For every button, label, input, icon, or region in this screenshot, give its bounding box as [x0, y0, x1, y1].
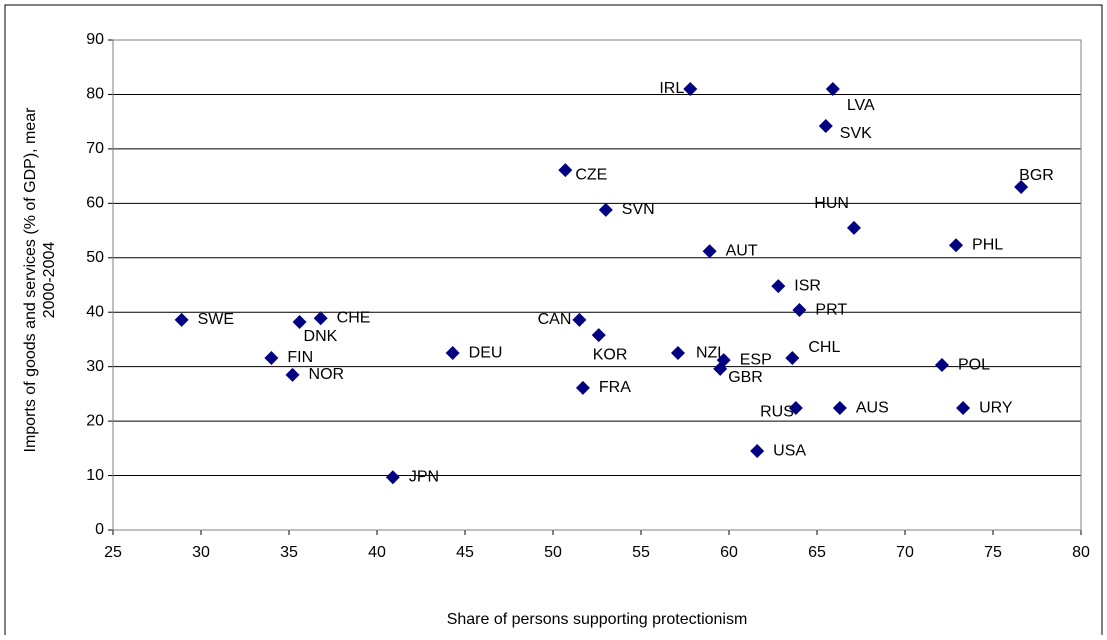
point-label: NZL [696, 344, 726, 361]
point [750, 444, 765, 459]
point-label: SVN [622, 201, 655, 218]
point [785, 350, 800, 365]
x-tick-label: 45 [456, 544, 474, 561]
x-tick-label: 35 [280, 544, 298, 561]
point-label: FIN [287, 349, 313, 366]
point-label: AUS [856, 399, 889, 416]
point [1014, 180, 1029, 194]
x-tick-label: 40 [368, 544, 386, 561]
point [792, 303, 807, 318]
point [702, 244, 717, 259]
x-tick-label: 75 [984, 544, 1002, 561]
point-label: CAN [538, 311, 572, 328]
point-label: LVA [847, 97, 875, 114]
point [771, 279, 786, 294]
point [174, 312, 189, 327]
point [825, 82, 840, 96]
point-label: CHL [808, 339, 840, 356]
point-label: CZE [575, 166, 607, 183]
point-label: BGR [1019, 167, 1054, 184]
point [285, 367, 300, 382]
point [575, 380, 590, 395]
point [934, 358, 949, 373]
y-axis-label: 2000-2004 [41, 242, 58, 319]
point-label: PRT [815, 301, 847, 318]
y-tick-label: 80 [86, 86, 104, 103]
point-label: CHE [337, 309, 371, 326]
y-tick-label: 0 [95, 521, 104, 538]
point-label: ESP [740, 351, 772, 368]
point-label: KOR [593, 346, 628, 363]
point-label: DEU [469, 344, 503, 361]
y-tick-label: 40 [86, 303, 104, 320]
point [572, 312, 587, 327]
point [292, 315, 307, 330]
y-tick-label: 60 [86, 195, 104, 212]
x-tick-label: 30 [192, 544, 210, 561]
x-tick-label: 55 [632, 544, 650, 561]
point [264, 350, 279, 365]
point [788, 401, 803, 416]
point-label: ISR [794, 277, 821, 294]
point-label: NOR [309, 366, 345, 383]
point-label: POL [958, 356, 990, 373]
y-tick-label: 20 [86, 412, 104, 429]
plot: 0 10 20 30 40 50 60 70 80 90 25 30 35 40 45 50 55 60 65 70 7… [86, 31, 1090, 561]
point-label: URY [979, 399, 1013, 416]
point [956, 401, 971, 416]
y-tick-label: 30 [86, 358, 104, 375]
y-tick-label: 10 [86, 467, 104, 484]
point-label: PHL [972, 236, 1003, 253]
point-label: DNK [304, 328, 338, 345]
point-label: SVK [840, 125, 872, 142]
point-label: IRL [659, 80, 684, 97]
chart-frame [4, 4, 1103, 640]
y-axis-label: Imports of goods and services (% of GDP)… [22, 107, 39, 453]
x-tick-label: 25 [104, 544, 122, 561]
point [716, 353, 731, 368]
point [445, 346, 460, 361]
point-label: HUN [814, 195, 849, 212]
point [949, 238, 964, 253]
point [313, 311, 328, 326]
point [591, 328, 606, 343]
x-tick-label: 70 [896, 544, 914, 561]
x-axis-label: Share of persons supporting protectionis… [447, 611, 748, 628]
x-tick-label: 50 [544, 544, 562, 561]
point [832, 401, 847, 416]
point-label: AUT [726, 242, 758, 259]
point [670, 346, 685, 361]
y-tick-label: 90 [86, 31, 104, 48]
point [818, 119, 833, 134]
point [846, 220, 861, 235]
point-label: USA [773, 442, 806, 459]
point [598, 202, 613, 217]
point-label: FRA [599, 379, 631, 396]
point [558, 163, 573, 178]
point-label: SWE [198, 311, 234, 328]
plot-border [112, 39, 1082, 531]
x-tick-label: 65 [808, 544, 826, 561]
x-tick-label: 60 [720, 544, 738, 561]
x-tick-label: 80 [1072, 544, 1090, 561]
point [385, 470, 400, 485]
point-label: GBR [728, 369, 763, 386]
y-tick-label: 70 [86, 140, 104, 157]
point-label: RUS [760, 403, 794, 420]
point [683, 82, 698, 96]
y-tick-label: 50 [86, 249, 104, 266]
point-label: JPN [409, 468, 439, 485]
